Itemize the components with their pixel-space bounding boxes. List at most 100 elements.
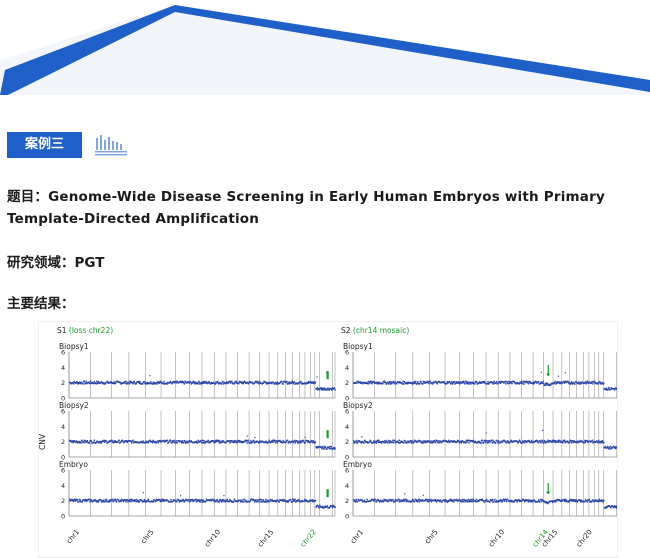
cnv-point <box>257 382 260 384</box>
cnv-point <box>605 507 607 509</box>
cnv-point <box>613 445 615 448</box>
cnv-point <box>503 499 505 501</box>
cnv-point <box>96 500 99 502</box>
cnv-point <box>88 381 90 384</box>
cnv-point <box>203 439 205 442</box>
cnv-point <box>403 383 405 385</box>
cnv-point <box>78 441 80 444</box>
cnv-point <box>285 381 287 384</box>
cnv-point <box>175 440 177 442</box>
cnv-point <box>586 501 589 503</box>
cnv-point <box>426 500 428 502</box>
cnv-point <box>360 442 362 444</box>
cnv-point <box>456 498 458 501</box>
cnv-point <box>487 383 490 385</box>
cnv-point <box>524 439 527 442</box>
cnv-point <box>557 439 559 442</box>
cnv-point <box>326 505 329 507</box>
cnv-point <box>120 383 122 385</box>
cnv-point <box>596 500 599 503</box>
cnv-point <box>427 500 430 503</box>
cnv-point <box>241 499 243 501</box>
cnv-point <box>453 381 456 383</box>
y-tick-label: 2 <box>345 438 349 446</box>
cnv-point <box>610 387 613 389</box>
cnv-point <box>269 441 272 444</box>
cnv-point <box>591 440 593 443</box>
cnv-point <box>553 381 556 384</box>
cnv-point <box>72 381 74 384</box>
cnv-outlier <box>404 493 406 495</box>
cnv-point <box>229 441 231 444</box>
cnv-point <box>471 439 473 442</box>
cnv-point <box>373 440 375 442</box>
cnv-point <box>191 499 193 502</box>
cnv-point <box>511 441 514 443</box>
panel-title: S1 (loss chr22) <box>57 326 113 335</box>
cnv-point <box>603 499 605 502</box>
cnv-point <box>378 439 380 442</box>
cnv-point <box>109 500 111 503</box>
cnv-point <box>212 498 215 501</box>
cnv-point <box>246 442 248 444</box>
cnv-point <box>436 382 438 385</box>
cnv-point <box>539 383 541 385</box>
cnv-point <box>394 439 396 442</box>
cnv-point <box>201 441 203 444</box>
cnv-point <box>292 500 294 502</box>
cnv-point <box>543 442 545 444</box>
cnv-point <box>102 499 104 502</box>
cnv-point <box>359 381 361 383</box>
cnv-point <box>467 439 470 442</box>
cnv-point <box>406 381 408 384</box>
cnv-point <box>156 383 158 385</box>
cnv-point <box>272 381 275 384</box>
cnv-point <box>203 442 206 444</box>
cnv-point <box>387 383 390 385</box>
cnv-point <box>294 498 296 501</box>
cnv-point <box>610 506 612 509</box>
cnv-point <box>186 440 188 443</box>
cnv-point <box>467 381 470 384</box>
row-label: Biopsy1 <box>343 342 373 351</box>
cnv-point <box>249 500 251 503</box>
cnv-point <box>368 440 371 443</box>
cnv-point <box>137 499 139 502</box>
cnv-point <box>439 499 442 502</box>
cnv-point <box>486 442 489 444</box>
cnv-point <box>257 499 260 502</box>
cnv-point <box>541 440 544 442</box>
cnv-point <box>317 389 319 391</box>
cnv-point <box>475 380 478 383</box>
cnv-point <box>200 501 202 503</box>
cnv-point <box>385 382 388 385</box>
cnv-point <box>158 498 161 501</box>
cnv-point <box>103 441 106 443</box>
cnv-point <box>506 440 509 442</box>
cnv-point <box>472 440 474 443</box>
cnv-point <box>554 501 556 503</box>
cnv-point <box>542 380 544 383</box>
cnv-point <box>179 380 182 383</box>
cnv-point <box>226 500 228 502</box>
cnv-point <box>204 441 206 443</box>
cnv-point <box>378 499 380 502</box>
cnv-point <box>181 500 183 503</box>
cnv-point <box>615 388 617 390</box>
cnv-point <box>539 501 541 503</box>
cnv-point <box>224 500 227 503</box>
cnv-point <box>367 380 369 383</box>
cnv-point <box>317 446 319 449</box>
y-tick-label: 0 <box>61 395 65 403</box>
cnv-point <box>518 499 520 501</box>
cnv-point <box>163 440 165 442</box>
cnv-point <box>499 380 501 383</box>
cnv-point <box>462 380 464 383</box>
cnv-point <box>72 498 74 501</box>
cnv-point <box>600 441 602 444</box>
cnv-point <box>188 501 191 503</box>
cnv-point <box>507 382 509 385</box>
cnv-point <box>79 381 81 384</box>
cnv-point <box>610 445 612 448</box>
cnv-point <box>616 446 617 449</box>
